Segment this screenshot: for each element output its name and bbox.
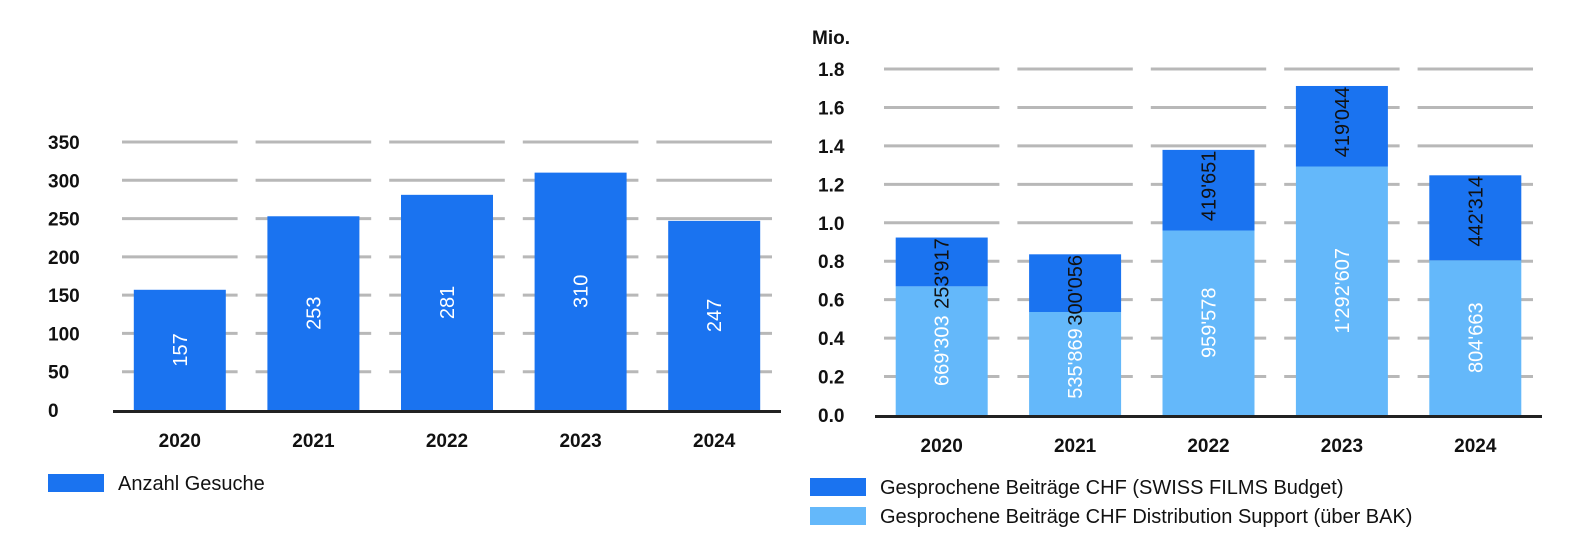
- bar-2020-s0: [895, 286, 988, 415]
- y-tick-label: 150: [48, 286, 80, 307]
- bar-2024-s0: [668, 220, 761, 410]
- x-tick-label-2023: 2023: [559, 431, 601, 452]
- x-tick-label-2020: 2020: [921, 436, 963, 457]
- bar-2024-s1: [1429, 175, 1522, 261]
- right-legend: Gesprochene Beiträge CHF (SWISS FILMS Bu…: [810, 477, 1412, 528]
- applications-chart: 0 50 100 150 200 250 300 350 157 2020 253 2021 281 20…: [48, 133, 781, 452]
- legend-swatch-swissfilms: [810, 478, 866, 496]
- data-label-2021-s0: 535'869: [1065, 328, 1087, 399]
- x-tick-label-2021: 2021: [292, 431, 335, 452]
- bar-2021-s0: [267, 216, 360, 410]
- y-tick-label: 0.0: [818, 406, 844, 427]
- data-label-2024-s0: 247: [704, 299, 726, 332]
- y-tick-label: 0.6: [818, 291, 844, 312]
- bar-2023-s1: [1295, 85, 1388, 167]
- bar-2021-s1: [1029, 254, 1122, 312]
- bar-2022-s0: [1162, 230, 1255, 415]
- bar-2023-s0: [1295, 166, 1388, 415]
- y-tick-label: 0.4: [818, 329, 845, 350]
- x-tick-label-2023: 2023: [1321, 436, 1363, 457]
- bar-2020-s1: [895, 237, 988, 287]
- bar-2021-s0: [1029, 311, 1122, 415]
- y-tick-label: 100: [48, 324, 80, 345]
- legend-label-swissfilms: Gesprochene Beiträge CHF (SWISS FILMS Bu…: [880, 477, 1344, 499]
- x-tick-label-2021: 2021: [1054, 436, 1097, 457]
- bar-2020-s0: [133, 289, 226, 410]
- y-tick-label: 300: [48, 171, 80, 192]
- y-tick-label: 250: [48, 210, 80, 231]
- y-tick-label: 1.6: [818, 98, 844, 119]
- bar-2022-s1: [1162, 149, 1255, 231]
- y-tick-label: 0: [48, 401, 59, 422]
- data-label-2023-s1: 419'044: [1332, 87, 1354, 158]
- data-label-2022-s0: 281: [437, 286, 459, 319]
- x-tick-label-2024: 2024: [693, 431, 736, 452]
- bar-2022-s0: [401, 194, 493, 410]
- left-legend: Anzahl Gesuche: [48, 473, 265, 495]
- y-tick-label: 350: [48, 133, 80, 154]
- data-label-2021-s0: 253: [303, 296, 325, 329]
- x-tick-label-2024: 2024: [1454, 436, 1497, 457]
- y-tick-label: 1.8: [818, 60, 844, 81]
- y-tick-label: 1.0: [818, 214, 844, 235]
- legend-label-distribution: Gesprochene Beiträge CHF Distribution Su…: [880, 506, 1412, 528]
- contributions-chart: Mio. 0.0 0.2 0.4 0.6 0.8 1.0 1.2 1.4 1.6 1.8 669'3…: [812, 28, 1542, 457]
- y-tick-label: 1.4: [818, 137, 845, 158]
- bar-2023-s0: [534, 172, 627, 410]
- legend-swatch-distribution: [810, 507, 866, 525]
- unit-label: Mio.: [812, 28, 850, 49]
- y-tick-label: 1.2: [818, 175, 844, 196]
- data-label-2020-s0: 157: [170, 333, 192, 366]
- x-tick-label-2022: 2022: [1187, 436, 1229, 457]
- data-label-2024-s1: 442'314: [1465, 176, 1487, 247]
- y-tick-label: 0.8: [818, 252, 844, 273]
- data-label-2020-s1: 253'917: [932, 238, 954, 309]
- y-tick-label: 200: [48, 248, 80, 269]
- y-tick-label: 50: [48, 363, 69, 384]
- legend-label-anzahl: Anzahl Gesuche: [118, 473, 265, 495]
- data-label-2022-s0: 959'578: [1199, 287, 1221, 358]
- x-tick-label-2022: 2022: [426, 431, 468, 452]
- data-label-2021-s1: 300'056: [1065, 255, 1087, 326]
- data-label-2023-s0: 1'292'607: [1332, 248, 1354, 334]
- x-tick-label-2020: 2020: [159, 431, 201, 452]
- bar-2024-s0: [1429, 260, 1522, 415]
- data-label-2020-s0: 669'303: [932, 315, 954, 386]
- y-tick-label: 0.2: [818, 368, 844, 389]
- data-label-2022-s1: 419'651: [1199, 151, 1221, 222]
- legend-swatch-anzahl: [48, 474, 104, 492]
- data-label-2023-s0: 310: [571, 275, 593, 308]
- data-label-2024-s0: 804'663: [1465, 302, 1487, 373]
